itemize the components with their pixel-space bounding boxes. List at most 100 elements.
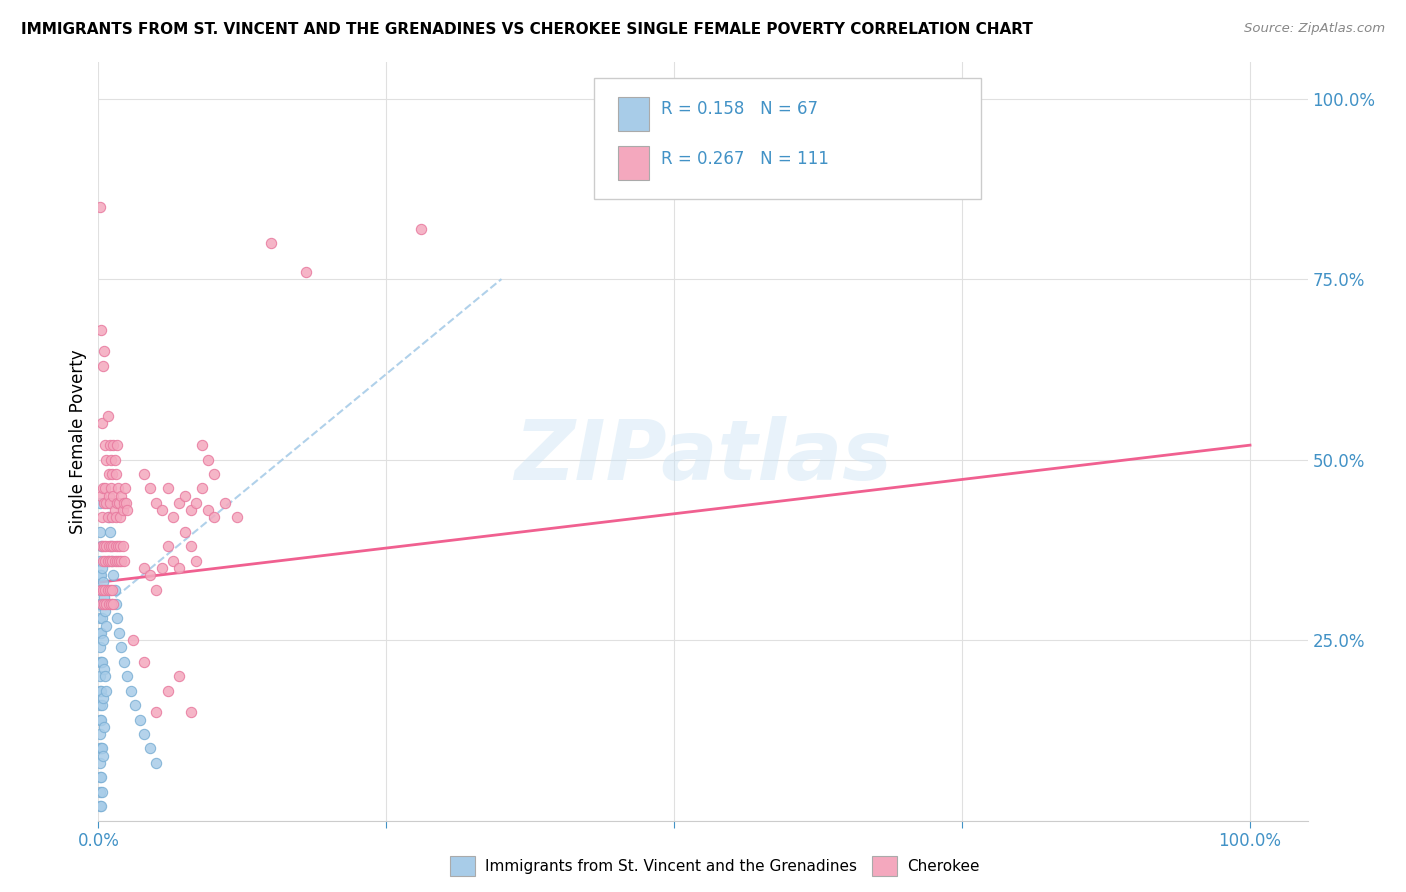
Point <box>90 741 112 756</box>
Point <box>720 91 742 105</box>
Point <box>90 597 112 611</box>
Point <box>124 698 146 712</box>
Point <box>90 582 112 597</box>
Point <box>104 510 127 524</box>
Point <box>225 510 247 524</box>
Point <box>91 690 114 705</box>
Point <box>100 482 122 496</box>
Point <box>101 467 124 481</box>
Point <box>197 452 219 467</box>
Point <box>97 554 120 568</box>
Point <box>89 785 111 799</box>
Point <box>180 503 202 517</box>
Point <box>97 510 120 524</box>
Point <box>89 756 111 770</box>
Bar <box>619 96 648 130</box>
Point <box>97 496 120 510</box>
Point <box>110 489 132 503</box>
Point <box>89 683 111 698</box>
Text: Cherokee: Cherokee <box>907 859 980 873</box>
Bar <box>619 145 648 180</box>
Point <box>97 489 120 503</box>
Point <box>150 503 173 517</box>
Point <box>94 482 117 496</box>
Point <box>89 669 111 683</box>
Point <box>89 799 111 814</box>
Point <box>98 554 121 568</box>
Point <box>103 568 125 582</box>
Point <box>90 611 112 625</box>
Point <box>97 510 120 524</box>
Point <box>94 554 117 568</box>
Point <box>111 539 134 553</box>
Point <box>100 597 122 611</box>
Point <box>91 582 114 597</box>
Point <box>97 582 120 597</box>
Point <box>100 539 122 553</box>
Point <box>120 683 142 698</box>
Point <box>108 496 131 510</box>
Point <box>93 662 115 676</box>
Point <box>112 554 135 568</box>
Point <box>186 554 208 568</box>
Point <box>103 438 125 452</box>
Point <box>94 669 117 683</box>
Point <box>89 727 111 741</box>
Point <box>96 539 118 553</box>
Point <box>96 683 118 698</box>
Point <box>150 561 173 575</box>
Point <box>105 554 128 568</box>
Point <box>98 524 121 539</box>
Point <box>115 503 138 517</box>
Point <box>260 235 283 250</box>
Point <box>89 640 111 655</box>
Y-axis label: Single Female Poverty: Single Female Poverty <box>69 350 87 533</box>
Point <box>90 510 112 524</box>
Point <box>89 200 111 214</box>
Point <box>114 482 136 496</box>
Point <box>111 503 134 517</box>
Point <box>103 489 125 503</box>
Point <box>202 510 225 524</box>
Text: R = 0.158   N = 67: R = 0.158 N = 67 <box>661 101 818 119</box>
Point <box>167 669 190 683</box>
Point <box>98 496 121 510</box>
Point <box>89 582 111 597</box>
Point <box>173 489 195 503</box>
Point <box>134 467 156 481</box>
Point <box>94 582 117 597</box>
Text: ZIPatlas: ZIPatlas <box>515 417 891 497</box>
Text: Immigrants from St. Vincent and the Grenadines: Immigrants from St. Vincent and the Gren… <box>485 859 858 873</box>
Point <box>134 655 156 669</box>
Point <box>89 496 111 510</box>
Point <box>90 655 112 669</box>
Point <box>89 597 111 611</box>
Point <box>101 510 124 524</box>
Point <box>103 597 125 611</box>
Point <box>110 510 132 524</box>
Point <box>93 720 115 734</box>
Point <box>139 482 162 496</box>
Point <box>90 683 112 698</box>
Point <box>94 438 117 452</box>
Point <box>93 590 115 604</box>
Text: IMMIGRANTS FROM ST. VINCENT AND THE GRENADINES VS CHEROKEE SINGLE FEMALE POVERTY: IMMIGRANTS FROM ST. VINCENT AND THE GREN… <box>21 22 1033 37</box>
Point <box>409 221 432 235</box>
Point <box>97 539 120 553</box>
Point <box>98 438 121 452</box>
Point <box>156 482 179 496</box>
Point <box>186 496 208 510</box>
FancyBboxPatch shape <box>595 78 981 199</box>
Point <box>91 359 114 373</box>
Point <box>110 539 132 553</box>
Point <box>104 597 127 611</box>
Point <box>197 503 219 517</box>
Point <box>103 452 125 467</box>
Point <box>110 554 132 568</box>
Point <box>162 510 184 524</box>
Point <box>104 467 127 481</box>
Point <box>96 452 118 467</box>
Point <box>104 539 127 553</box>
Point <box>100 452 122 467</box>
Point <box>105 496 128 510</box>
